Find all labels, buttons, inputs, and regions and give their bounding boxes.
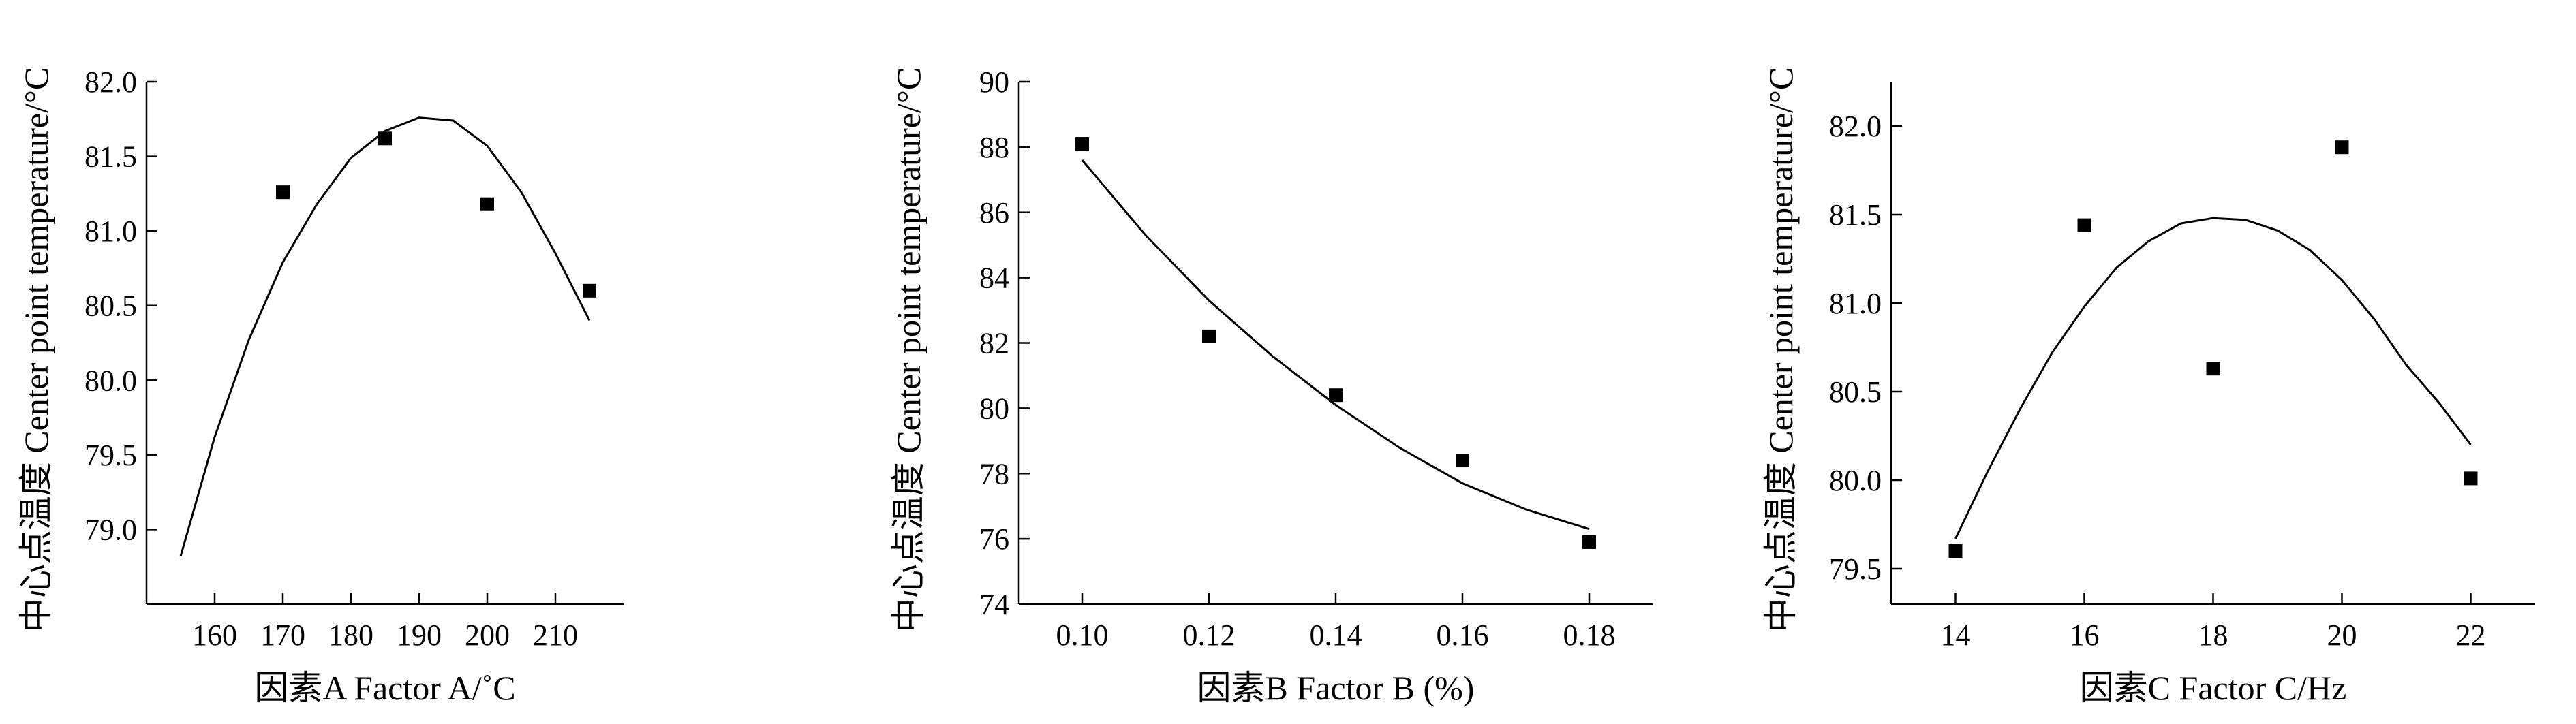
chart-3: 79.5 80.0 80.5 81.0 81.5 82.0 14 16 18 20 22 因素C Fa… — [1762, 67, 2535, 707]
y-tick-label: 78 — [979, 457, 1009, 490]
y-tick-label: 81.5 — [85, 140, 137, 174]
x-tick-label: 0.10 — [1056, 618, 1109, 652]
x-tick-label: 0.12 — [1183, 618, 1236, 652]
y-tick-label: 80.5 — [1829, 375, 1882, 409]
y-tick-label: 81.0 — [1829, 287, 1882, 320]
x-tick-label: 200 — [465, 618, 510, 652]
y-tick-label: 80 — [979, 392, 1009, 425]
y-axis-title: 中心点温度 Center point temperature/°C — [17, 67, 55, 633]
data-point — [583, 283, 596, 298]
data-point — [2335, 140, 2349, 155]
fit-curve — [1081, 159, 1590, 531]
y-tick-label: 84 — [979, 262, 1009, 295]
x-axis-title: 因素C Factor C/Hz — [2080, 669, 2347, 707]
x-tick-label: 18 — [2198, 618, 2228, 652]
x-tick-label: 160 — [192, 618, 237, 652]
data-point — [1582, 535, 1596, 549]
data-point — [1075, 137, 1089, 151]
chart-2: 74 76 78 80 82 84 86 88 90 0.10 0.12 0.14 0.16 0.18 因素… — [889, 65, 1653, 707]
data-point — [1456, 454, 1469, 468]
data-point — [1329, 388, 1343, 403]
y-tick-label: 80.5 — [85, 289, 137, 323]
y-tick-label: 82.0 — [85, 65, 137, 99]
y-tick-label: 80.0 — [1829, 464, 1882, 497]
y-tick-label: 80.0 — [85, 364, 137, 397]
y-axis-title: 中心点温度 Center point temperature/°C — [889, 67, 927, 633]
x-tick-label: 180 — [328, 618, 373, 652]
x-axis-title: 因素B Factor B (%) — [1197, 669, 1475, 707]
x-tick-label: 20 — [2327, 618, 2357, 652]
y-axis-title: 中心点温度 Center point temperature/°C — [1762, 67, 1800, 633]
data-point — [378, 131, 392, 146]
y-tick-label: 88 — [979, 131, 1009, 164]
y-tick-label: 86 — [979, 196, 1009, 230]
x-tick-label: 14 — [1941, 618, 1971, 652]
x-tick-label: 0.16 — [1437, 618, 1489, 652]
fit-curve — [179, 116, 591, 557]
x-axis-title: 因素A Factor A/˚C — [254, 669, 515, 707]
y-tick-label: 81.0 — [85, 215, 137, 248]
y-tick-label: 79.5 — [1829, 552, 1882, 586]
data-point — [1202, 329, 1216, 343]
fit-curve — [1954, 217, 2472, 539]
data-point — [276, 185, 290, 200]
x-tick-label: 0.18 — [1563, 618, 1616, 652]
x-tick-label: 0.14 — [1310, 618, 1362, 652]
data-point — [2464, 471, 2478, 486]
y-tick-label: 74 — [979, 588, 1009, 621]
x-tick-label: 16 — [2070, 618, 2100, 652]
y-tick-label: 82.0 — [1829, 110, 1882, 143]
y-tick-label: 79.5 — [85, 439, 137, 472]
x-tick-label: 170 — [260, 618, 305, 652]
y-tick-label: 79.0 — [85, 513, 137, 546]
y-tick-label: 81.5 — [1829, 198, 1882, 232]
x-tick-label: 210 — [533, 618, 578, 652]
data-point — [1948, 544, 1963, 558]
data-point — [2077, 218, 2091, 232]
y-tick-label: 76 — [979, 522, 1009, 556]
y-tick-label: 90 — [979, 65, 1009, 99]
x-tick-label: 22 — [2456, 618, 2486, 652]
y-tick-label: 82 — [979, 327, 1009, 360]
data-point — [480, 197, 494, 211]
x-tick-label: 190 — [397, 618, 442, 652]
chart-1: 79.0 79.5 80.0 80.5 81.0 81.5 82.0 160 170 180 190… — [17, 65, 624, 707]
data-point — [2206, 362, 2220, 376]
